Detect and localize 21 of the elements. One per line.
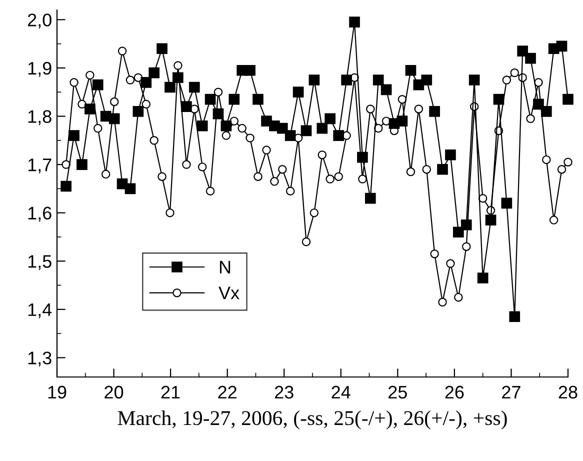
x-tick-label: 28 (558, 386, 578, 399)
x-tick-label: 21 (161, 386, 180, 398)
y-tick-label: 1,3 (28, 352, 52, 367)
y-tick-label: 2,0 (28, 14, 52, 29)
x-tick-label: 27 (502, 386, 520, 398)
y-tick-label: 1,5 (28, 255, 52, 270)
x-tick-label: 19 (48, 386, 66, 399)
legend-label: N (220, 260, 230, 274)
x-tick-label: 23 (274, 386, 294, 399)
x-tick-label: 20 (104, 386, 124, 399)
y-tick-label: 1,6 (28, 206, 52, 222)
x-tick-label: 26 (445, 386, 464, 399)
legend-label: Vx (218, 286, 240, 300)
x-axis-title: March, 19-27, 2006, (-ss, 25(-/+), 26(+/-), +ss) (118, 410, 507, 430)
x-tick-label: 22 (218, 386, 236, 398)
x-tick-label: 24 (332, 386, 350, 398)
y-tick-label: 1,7 (28, 158, 52, 174)
y-tick-label: 1,4 (28, 304, 52, 318)
y-tick-label: 1,9 (28, 62, 52, 77)
y-tick-label: 1,8 (28, 110, 52, 126)
x-tick-label: 25 (388, 386, 407, 399)
